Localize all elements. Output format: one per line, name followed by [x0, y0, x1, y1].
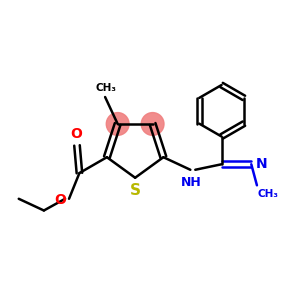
Text: CH₃: CH₃ [96, 83, 117, 93]
Text: S: S [130, 183, 141, 198]
Circle shape [106, 112, 129, 135]
Text: NH: NH [181, 176, 202, 189]
Circle shape [141, 112, 164, 135]
Text: CH₃: CH₃ [258, 189, 279, 199]
Text: O: O [70, 128, 82, 142]
Text: O: O [54, 193, 66, 207]
Text: N: N [255, 157, 267, 171]
